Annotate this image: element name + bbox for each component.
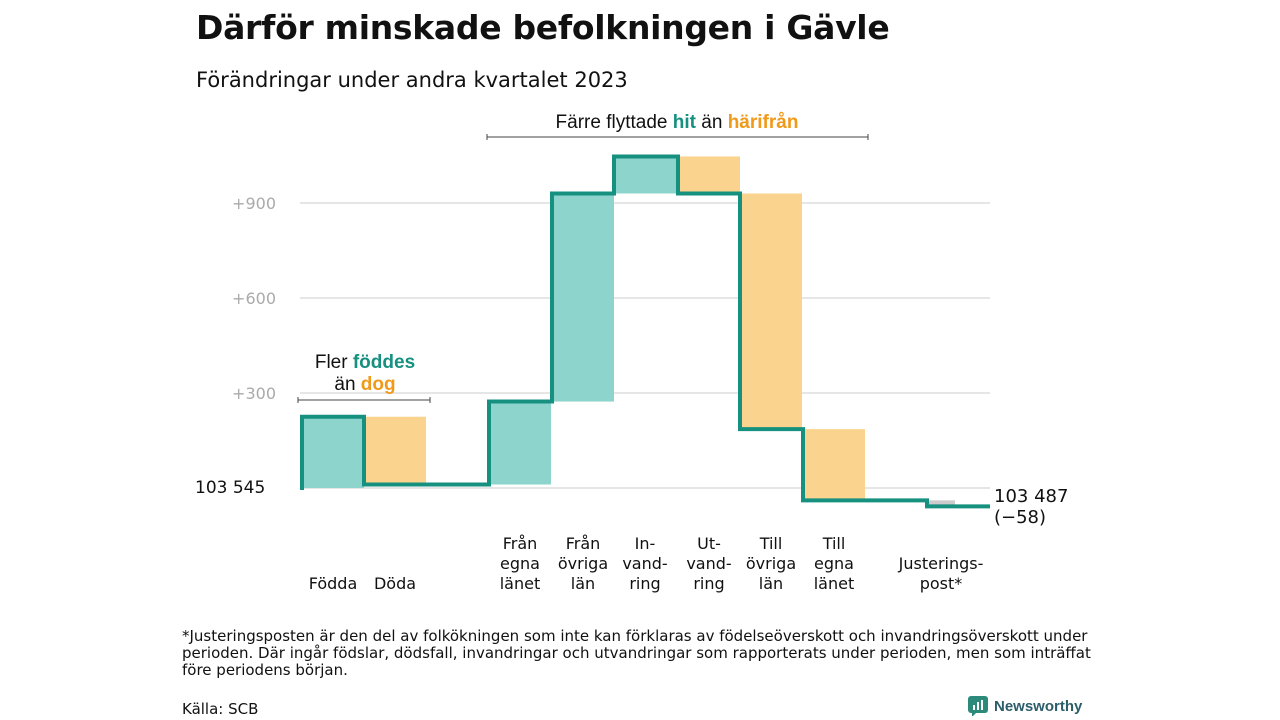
category-label: Döda (355, 574, 435, 594)
category-label: Ut-vand-ring (669, 534, 749, 594)
category-label-line: ring (693, 574, 725, 593)
y-tick-label: +900 (232, 194, 276, 213)
annotation-migration: Färre flyttade hit än härifrån (487, 112, 867, 134)
category-label: Justerings-post* (886, 554, 996, 594)
y-tick-label: +600 (232, 289, 276, 308)
category-label-line: vand- (622, 554, 668, 573)
annotation-text: än (334, 374, 361, 395)
category-label-line: Till (822, 534, 846, 553)
category-label-line: län (570, 574, 596, 593)
y-tick-label: +300 (232, 384, 276, 403)
category-label: Från övriga län (543, 534, 623, 594)
brand-name: Newsworthy (994, 697, 1083, 715)
category-label-line: län (758, 574, 784, 593)
category-label: Födda (293, 574, 373, 594)
category-label-line: post* (919, 574, 963, 593)
category-label-line: Till (759, 534, 783, 553)
category-label: Till övriga län (731, 534, 811, 594)
start-value-label: 103 545 (195, 478, 266, 498)
footnote: *Justeringsposten är den del av folkökni… (182, 627, 1091, 679)
newsworthy-logo: Newsworthy (968, 696, 1082, 716)
category-label: Till egna länet (794, 534, 874, 594)
bar-justeringspost (927, 500, 955, 507)
category-label-line: Justerings- (898, 554, 984, 573)
annotation-highlight-here: hit (672, 112, 696, 133)
bar-utvandring (678, 156, 740, 194)
bar-födda (302, 416, 364, 488)
bar-tillegnalänet (803, 429, 865, 501)
waterfall-chart: +300 +600 +900 (232, 134, 990, 509)
category-label-line: länet (813, 574, 855, 593)
cumulative-step-line (300, 154, 990, 509)
annotation-highlight-born: föddes (352, 352, 416, 373)
annotation-text: Färre flyttade (555, 112, 673, 133)
category-label-line: In- (634, 534, 656, 553)
category-label: In-vand-ring (605, 534, 685, 594)
category-label-line: egna (814, 554, 854, 573)
category-label-line: Ut- (697, 534, 721, 553)
chart-subtitle: Förändringar under andra kvartalet 2023 (196, 68, 628, 92)
bar-frånövrigalän (552, 193, 614, 402)
category-label-line: Döda (373, 574, 417, 593)
annotation-text: Fler (314, 352, 353, 373)
category-label-line: egna (500, 554, 540, 573)
newsworthy-icon (968, 696, 988, 716)
bar-döda (364, 416, 426, 485)
category-label-line: ring (629, 574, 661, 593)
bar-invandring (614, 156, 676, 194)
category-label-line: övriga (745, 554, 797, 573)
category-label-line: länet (499, 574, 541, 593)
category-label-line: Födda (308, 574, 358, 593)
end-value: 103 487 (994, 486, 1069, 507)
annotation-births-deaths: Fler föddes än dog (300, 352, 430, 396)
category-label-line: vand- (686, 554, 732, 573)
category-label-line: Från (502, 534, 538, 553)
source-label: Källa: SCB (182, 700, 259, 718)
bar-tillövrigalän (740, 193, 802, 430)
end-change: (−58) (994, 507, 1047, 528)
category-label: Från egna länet (480, 534, 560, 594)
annotation-highlight-died: dog (360, 374, 396, 395)
annotation-text: än (695, 112, 728, 133)
category-label-line: övriga (557, 554, 609, 573)
chart-title: Därför minskade befolkningen i Gävle (196, 8, 890, 47)
bar-frånegnalänet (489, 401, 551, 485)
end-value-label: 103 487 (−58) (994, 486, 1068, 528)
annotation-highlight-from-here: härifrån (727, 112, 799, 133)
category-label-line: Från (565, 534, 601, 553)
